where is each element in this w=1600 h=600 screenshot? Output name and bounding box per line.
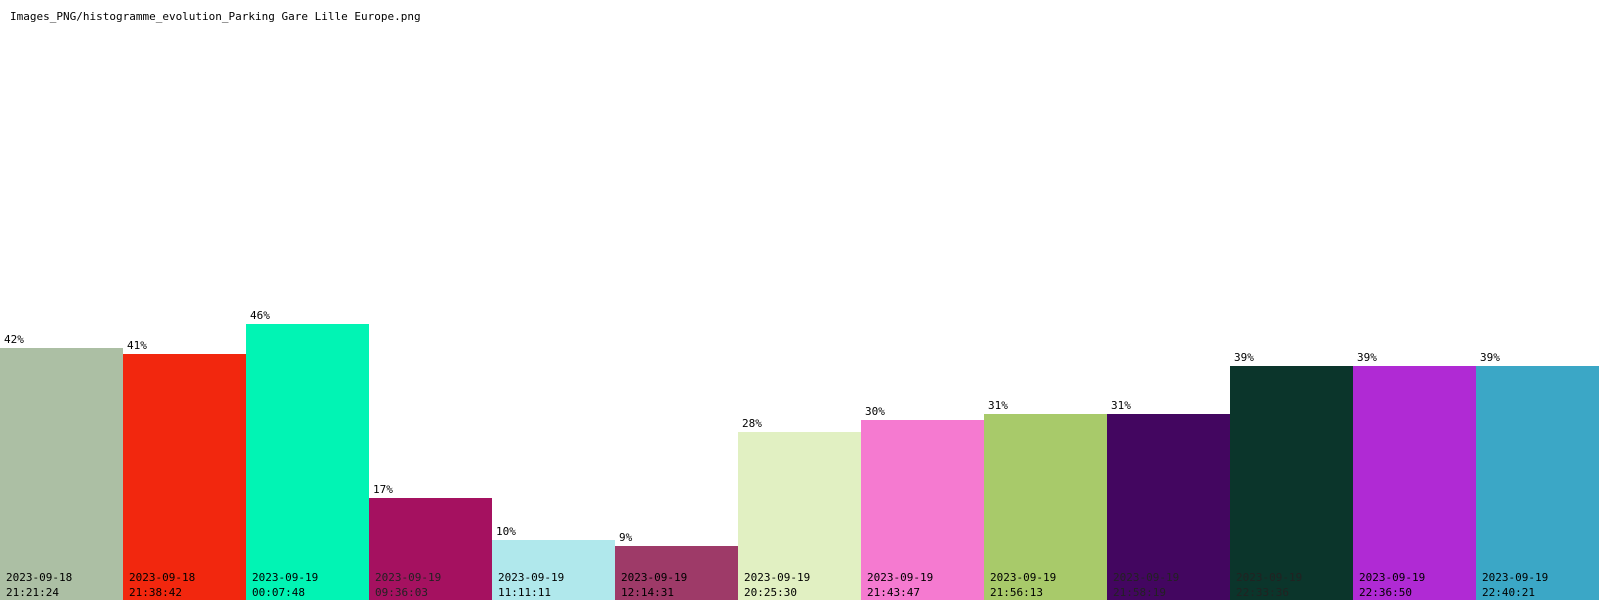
bar-date-label: 2023-09-18 xyxy=(6,571,72,584)
bar xyxy=(738,432,861,600)
bar-date-label: 2023-09-19 xyxy=(498,571,564,584)
bar xyxy=(0,348,123,600)
bar-date-label: 2023-09-19 xyxy=(867,571,933,584)
bar xyxy=(1230,366,1353,600)
bar-time-label: 22:33:36 xyxy=(1236,586,1289,599)
bar-date-label: 2023-09-18 xyxy=(129,571,195,584)
bar-date-label: 2023-09-19 xyxy=(252,571,318,584)
bar xyxy=(861,420,984,600)
bar-date-label: 2023-09-19 xyxy=(1113,571,1179,584)
bar-date-label: 2023-09-19 xyxy=(375,571,441,584)
bar-value-label: 17% xyxy=(373,483,393,496)
bar-time-label: 21:56:13 xyxy=(990,586,1043,599)
bar-time-label: 12:14:31 xyxy=(621,586,674,599)
bar-date-label: 2023-09-19 xyxy=(990,571,1056,584)
bar-value-label: 41% xyxy=(127,339,147,352)
bar-time-label: 21:21:24 xyxy=(6,586,59,599)
value-labels-layer: 42% 41% 46% 17% 10% 9% 28% 30% 31% 31% 39% 39% 39% xyxy=(4,309,1500,544)
date-labels-layer: 2023-09-18 21:21:24 2023-09-18 21:38:42 2023… xyxy=(6,571,1548,599)
bar-time-label: 21:38:42 xyxy=(129,586,182,599)
bar-value-label: 28% xyxy=(742,417,762,430)
bar-value-label: 30% xyxy=(865,405,885,418)
bar xyxy=(246,324,369,600)
bar-date-label: 2023-09-19 xyxy=(744,571,810,584)
bar-time-label: 00:07:48 xyxy=(252,586,305,599)
bar xyxy=(615,546,738,600)
bar xyxy=(1476,366,1599,600)
bar-time-label: 11:11:11 xyxy=(498,586,551,599)
bar xyxy=(984,414,1107,600)
bar xyxy=(1353,366,1476,600)
bar-time-label: 20:25:30 xyxy=(744,586,797,599)
bar xyxy=(1107,414,1230,600)
bar-value-label: 39% xyxy=(1480,351,1500,364)
bar-date-label: 2023-09-19 xyxy=(1482,571,1548,584)
bar xyxy=(369,498,492,600)
bar-date-label: 2023-09-19 xyxy=(1236,571,1302,584)
bar-time-label: 21:58:19 xyxy=(1113,586,1166,599)
bar-time-label: 21:43:47 xyxy=(867,586,920,599)
bar-value-label: 10% xyxy=(496,525,516,538)
bar-time-label: 09:36:03 xyxy=(375,586,428,599)
file-title: Images_PNG/histogramme_evolution_Parking… xyxy=(10,10,421,23)
bar xyxy=(492,540,615,600)
bar-value-label: 31% xyxy=(1111,399,1131,412)
bar-date-label: 2023-09-19 xyxy=(621,571,687,584)
bar-value-label: 39% xyxy=(1234,351,1254,364)
bars-layer xyxy=(0,324,1599,600)
bar-time-label: 22:40:21 xyxy=(1482,586,1535,599)
bar-date-label: 2023-09-19 xyxy=(1359,571,1425,584)
bar xyxy=(123,354,246,600)
bar-time-label: 22:36:50 xyxy=(1359,586,1412,599)
bar-value-label: 39% xyxy=(1357,351,1377,364)
bar-value-label: 42% xyxy=(4,333,24,346)
bar-value-label: 46% xyxy=(250,309,270,322)
bar-value-label: 31% xyxy=(988,399,1008,412)
bar-value-label: 9% xyxy=(619,531,633,544)
